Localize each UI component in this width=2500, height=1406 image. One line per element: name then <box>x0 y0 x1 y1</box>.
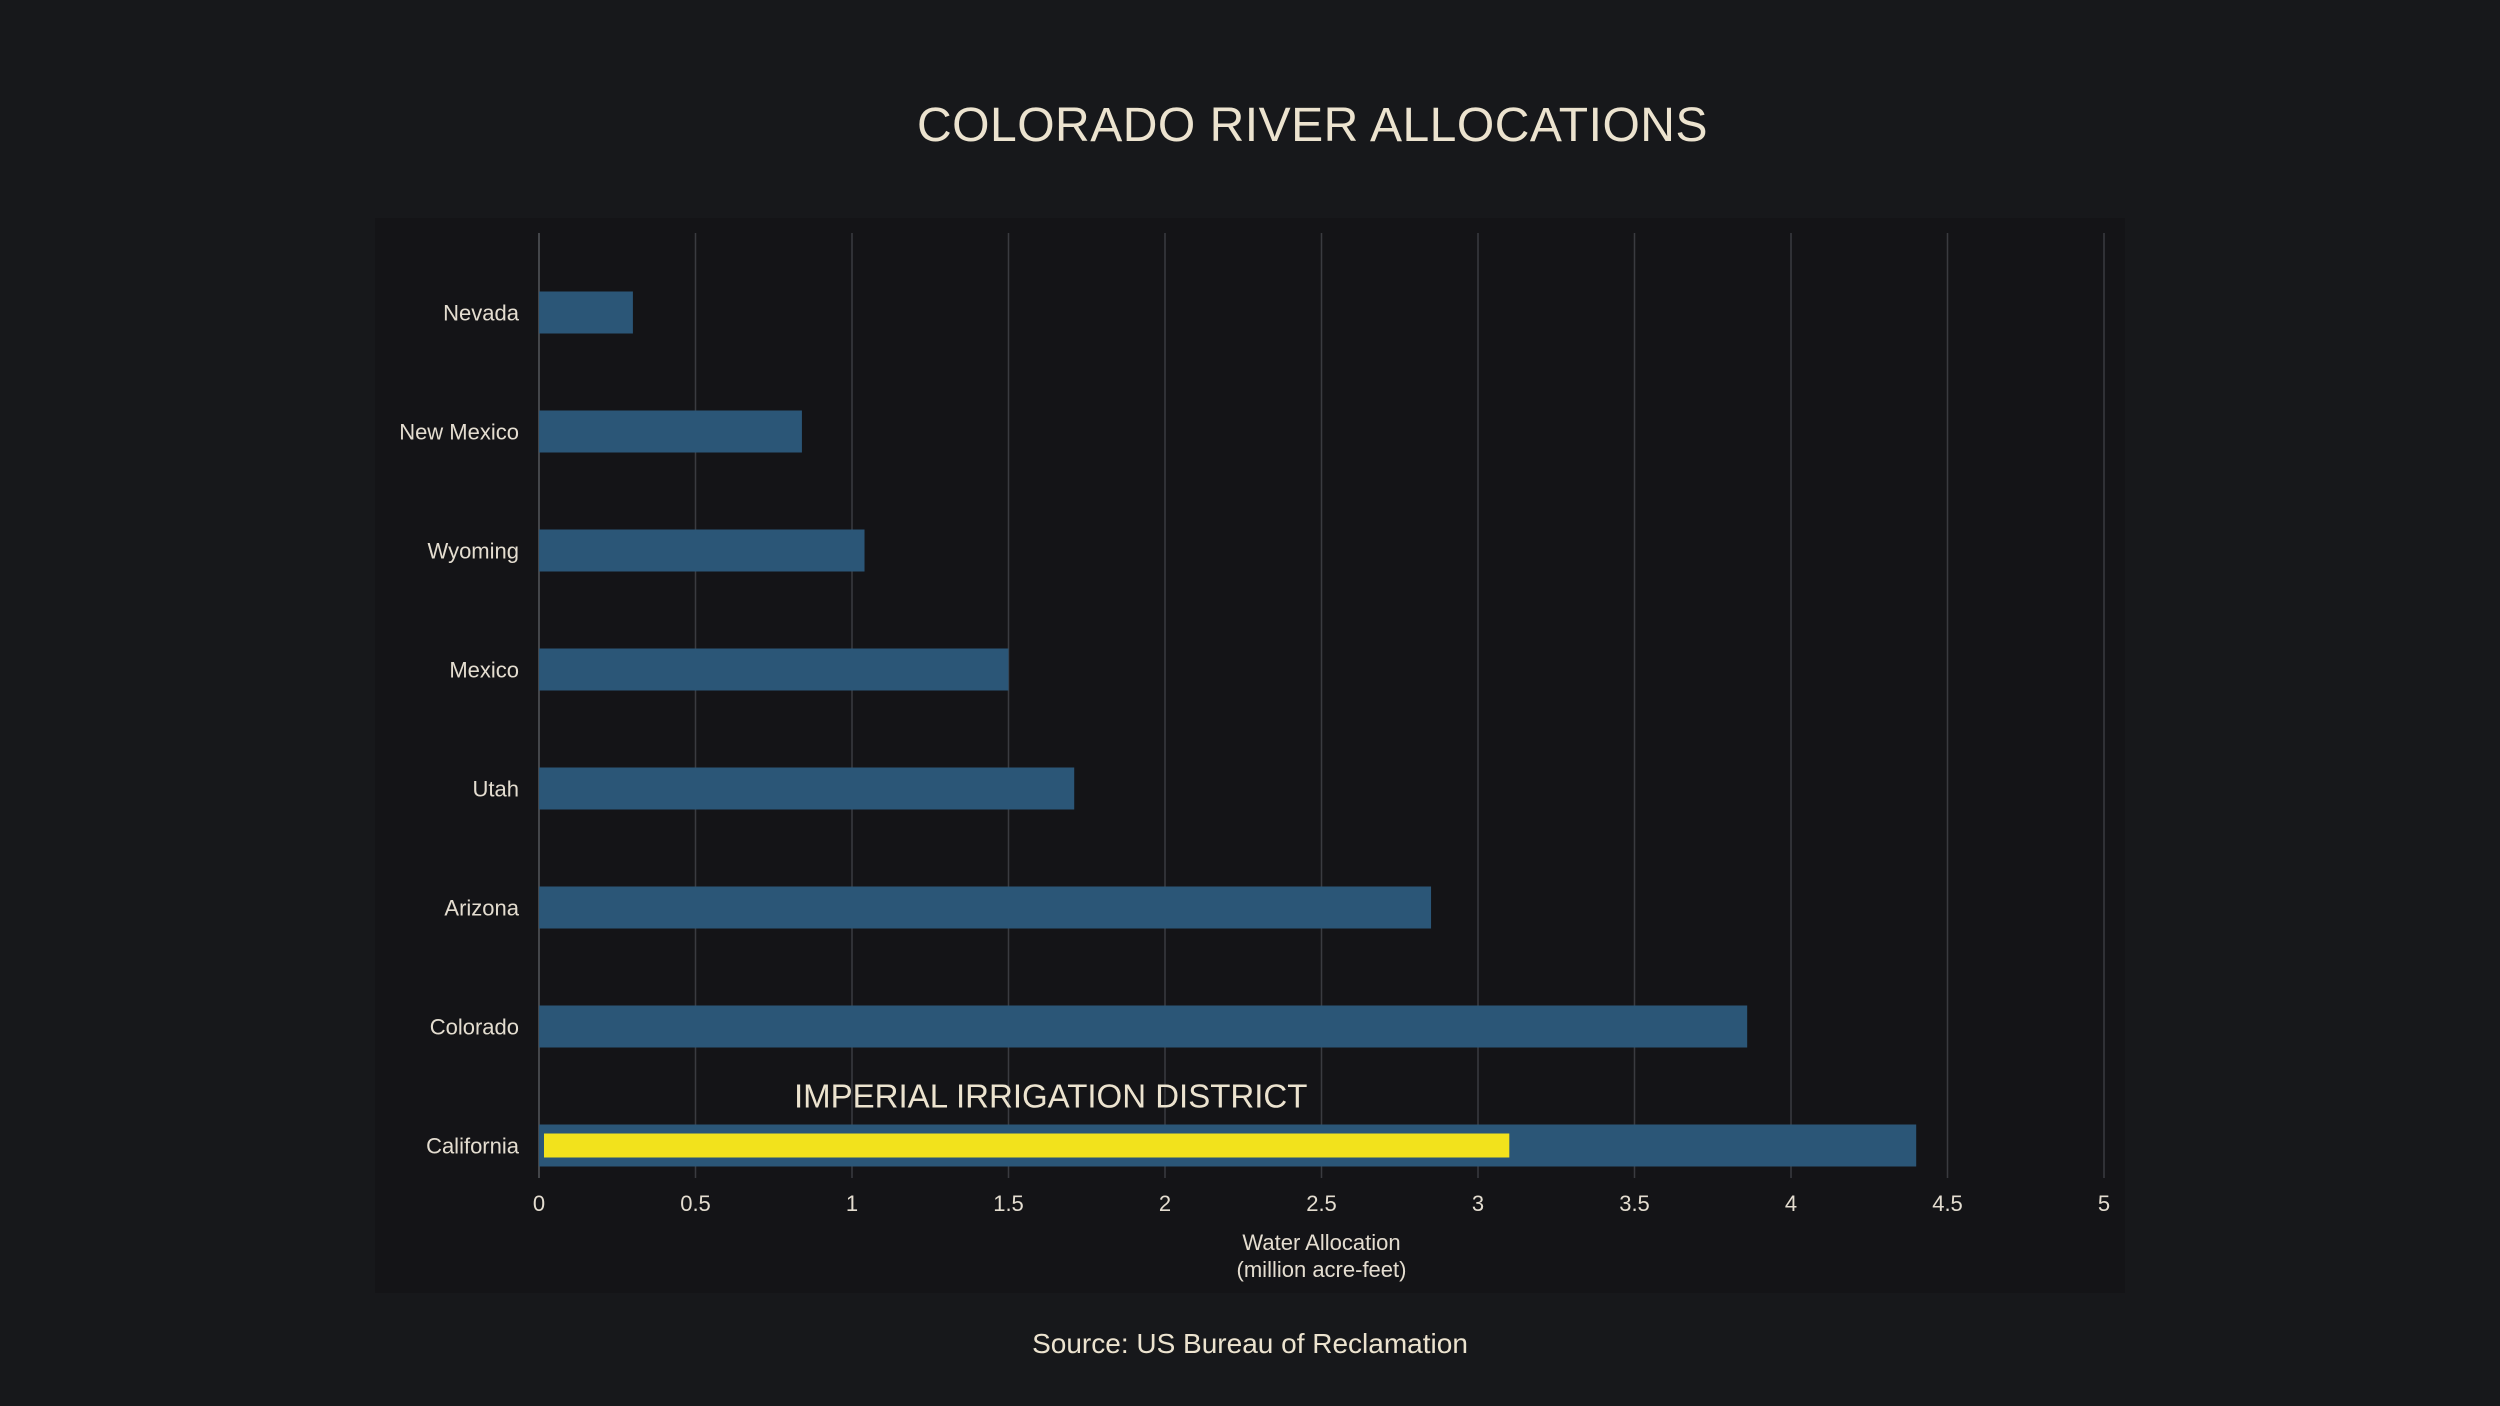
category-label: Nevada <box>443 301 520 326</box>
category-label: Utah <box>473 777 519 802</box>
bar-mexico <box>539 648 1009 691</box>
x-axis-title: Water Allocation <box>1242 1230 1400 1255</box>
bar-new-mexico <box>539 410 802 453</box>
source-note: Source: US Bureau of Reclamation <box>1032 1328 1468 1359</box>
category-label: California <box>426 1134 520 1159</box>
x-tick-label: 4.5 <box>1932 1191 1963 1216</box>
highlight-bar <box>544 1133 1510 1158</box>
category-label: New Mexico <box>399 420 519 445</box>
x-tick-label: 0 <box>533 1191 545 1216</box>
bar-wyoming <box>539 529 865 572</box>
chart-title: COLORADO RIVER ALLOCATIONS <box>917 99 1708 152</box>
bar-utah <box>539 767 1075 810</box>
category-label: Mexico <box>449 658 519 683</box>
x-tick-label: 1.5 <box>993 1191 1024 1216</box>
bar-colorado <box>539 1005 1748 1048</box>
x-tick-label: 1 <box>846 1191 858 1216</box>
x-axis-units: (million acre-feet) <box>1237 1257 1407 1282</box>
x-tick-label: 0.5 <box>680 1191 711 1216</box>
x-tick-label: 3.5 <box>1619 1191 1650 1216</box>
bar-chart: 0 0.5 1 1.5 2 2.5 3 3.5 4 4.5 5 Nevada New Mexico Wyo… <box>399 233 2110 1282</box>
bar-arizona <box>539 886 1432 929</box>
category-label: Colorado <box>430 1015 519 1040</box>
plot-panel: 0 0.5 1 1.5 2 2.5 3 3.5 4 4.5 5 Nevada New Mexico Wyo… <box>375 218 2125 1293</box>
x-tick-label: 3 <box>1472 1191 1484 1216</box>
highlight-annotation: IMPERIAL IRRIGATION DISTRICT <box>794 1078 1307 1115</box>
x-tick-label: 5 <box>2098 1191 2110 1216</box>
category-label: Arizona <box>444 896 519 921</box>
x-tick-label: 2.5 <box>1306 1191 1337 1216</box>
x-tick-label: 2 <box>1159 1191 1171 1216</box>
bar-nevada <box>539 291 633 334</box>
category-label: Wyoming <box>428 539 520 564</box>
x-tick-label: 4 <box>1785 1191 1797 1216</box>
